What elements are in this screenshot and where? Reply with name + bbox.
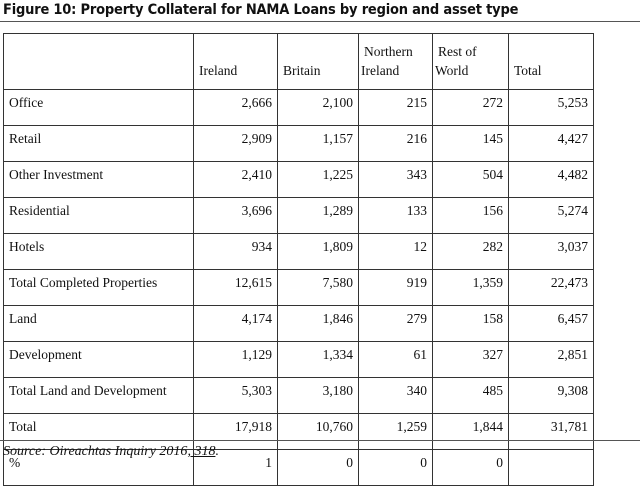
header-northern-ireland: Northern Ireland [358, 33, 433, 90]
row-label: Retail [3, 125, 194, 162]
cell-ireland: 2,909 [193, 125, 278, 162]
cell-total: 5,274 [508, 197, 594, 234]
table-row: Total 17,918 10,760 1,259 1,844 31,781 [3, 413, 594, 450]
cell-rest-of-world: 158 [432, 305, 509, 342]
row-label: Hotels [3, 233, 194, 270]
row-label: Residential [3, 197, 194, 234]
cell-total: 9,308 [508, 377, 594, 414]
cell-total: 2,851 [508, 341, 594, 378]
header-line: Ireland [361, 63, 400, 78]
table-header-row: Ireland Britain Northern Ireland Rest of… [3, 33, 594, 90]
cell-ireland: 1,129 [193, 341, 278, 378]
cell-ireland: 4,174 [193, 305, 278, 342]
cell-rest-of-world: 504 [432, 161, 509, 198]
cell-rest-of-world: 156 [432, 197, 509, 234]
cell-ireland: 3,696 [193, 197, 278, 234]
table-row: Hotels 934 1,809 12 282 3,037 [3, 233, 594, 270]
table-row: Office 2,666 2,100 215 272 5,253 [3, 89, 594, 126]
header-line: Rest of [438, 44, 477, 59]
header-line: Northern [364, 44, 413, 59]
table-row: Land 4,174 1,846 279 158 6,457 [3, 305, 594, 342]
cell-britain: 1,157 [277, 125, 359, 162]
header-rest-of-world: Rest of World [432, 33, 509, 90]
table-row: Other Investment 2,410 1,225 343 504 4,482 [3, 161, 594, 198]
collateral-table: Ireland Britain Northern Ireland Rest of… [3, 33, 594, 486]
cell-britain: 1,289 [277, 197, 359, 234]
cell-total: 31,781 [508, 413, 594, 450]
cell-total: 4,427 [508, 125, 594, 162]
header-ireland: Ireland [193, 33, 278, 90]
row-label: Development [3, 341, 194, 378]
cell-northern-ireland: 919 [358, 269, 433, 306]
source-suffix: . [215, 444, 219, 459]
figure-title: Figure 10: Property Collateral for NAMA … [3, 2, 519, 18]
cell-northern-ireland: 0 [358, 449, 433, 486]
cell-britain: 1,225 [277, 161, 359, 198]
row-label: Total [3, 413, 194, 450]
cell-northern-ireland: 1,259 [358, 413, 433, 450]
cell-britain: 1,809 [277, 233, 359, 270]
cell-rest-of-world: 1,844 [432, 413, 509, 450]
cell-northern-ireland: 133 [358, 197, 433, 234]
cell-britain: 3,180 [277, 377, 359, 414]
cell-rest-of-world: 0 [432, 449, 509, 486]
cell-northern-ireland: 12 [358, 233, 433, 270]
source-note: Source: Oireachtas Inquiry 2016, 318. [3, 444, 219, 460]
table-row: Development 1,129 1,334 61 327 2,851 [3, 341, 594, 378]
cell-northern-ireland: 279 [358, 305, 433, 342]
source-text: Source: Oireachtas Inquiry 2016 [3, 444, 188, 459]
cell-britain: 1,846 [277, 305, 359, 342]
header-total: Total [508, 33, 594, 90]
row-label: Land [3, 305, 194, 342]
cell-britain: 10,760 [277, 413, 359, 450]
cell-britain: 2,100 [277, 89, 359, 126]
title-divider [0, 21, 640, 22]
cell-rest-of-world: 282 [432, 233, 509, 270]
cell-rest-of-world: 145 [432, 125, 509, 162]
cell-ireland: 2,410 [193, 161, 278, 198]
cell-total: 3,037 [508, 233, 594, 270]
header-britain: Britain [277, 33, 359, 90]
table-row: Total Land and Development 5,303 3,180 340 4… [3, 377, 594, 414]
cell-rest-of-world: 1,359 [432, 269, 509, 306]
source-divider [0, 440, 640, 441]
cell-ireland: 5,303 [193, 377, 278, 414]
cell-total: 4,482 [508, 161, 594, 198]
cell-total [508, 449, 594, 486]
cell-britain: 7,580 [277, 269, 359, 306]
cell-northern-ireland: 215 [358, 89, 433, 126]
cell-northern-ireland: 340 [358, 377, 433, 414]
source-link[interactable]: , 318 [187, 444, 216, 459]
table-row: Residential 3,696 1,289 133 156 5,274 [3, 197, 594, 234]
cell-ireland: 17,918 [193, 413, 278, 450]
cell-rest-of-world: 327 [432, 341, 509, 378]
cell-northern-ireland: 216 [358, 125, 433, 162]
table-row: Total Completed Properties 12,615 7,580 919… [3, 269, 594, 306]
cell-total: 5,253 [508, 89, 594, 126]
row-label: Office [3, 89, 194, 126]
cell-northern-ireland: 61 [358, 341, 433, 378]
row-label: Other Investment [3, 161, 194, 198]
cell-britain: 1,334 [277, 341, 359, 378]
row-label: Total Land and Development [3, 377, 194, 414]
cell-britain: 0 [277, 449, 359, 486]
row-label: Total Completed Properties [3, 269, 194, 306]
cell-total: 22,473 [508, 269, 594, 306]
header-line: World [435, 63, 469, 78]
table-row: Retail 2,909 1,157 216 145 4,427 [3, 125, 594, 162]
cell-northern-ireland: 343 [358, 161, 433, 198]
cell-ireland: 934 [193, 233, 278, 270]
header-blank [3, 33, 194, 90]
cell-ireland: 2,666 [193, 89, 278, 126]
cell-rest-of-world: 272 [432, 89, 509, 126]
cell-ireland: 12,615 [193, 269, 278, 306]
cell-total: 6,457 [508, 305, 594, 342]
cell-rest-of-world: 485 [432, 377, 509, 414]
